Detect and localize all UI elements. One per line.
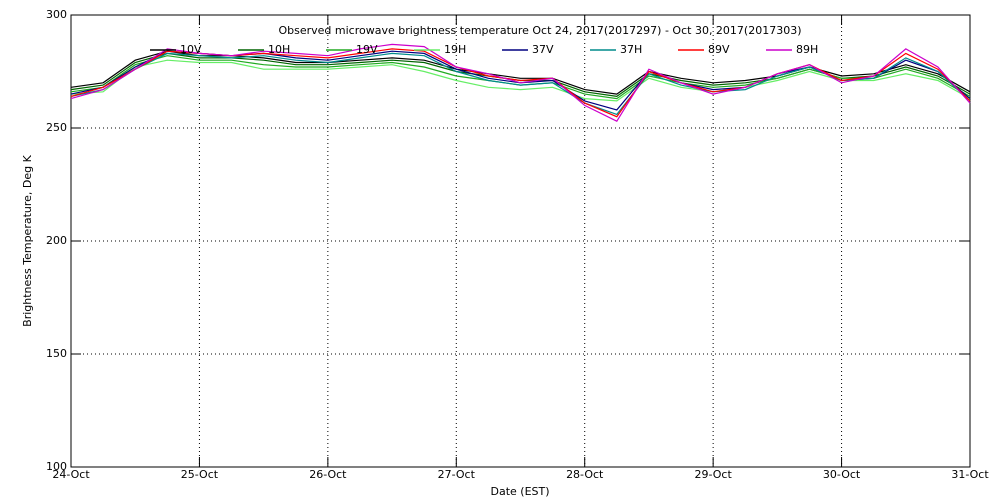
x-tick-label: 31-Oct	[951, 468, 989, 481]
y-tick-label: 100	[46, 460, 67, 473]
legend-label: 19H	[444, 43, 466, 56]
y-axis-label: Brightness Temperature, Deg K	[21, 154, 34, 326]
x-tick-label: 25-Oct	[181, 468, 219, 481]
series-line	[70, 52, 971, 116]
x-tick-label: 28-Oct	[566, 468, 604, 481]
legend-label: 89H	[796, 43, 818, 56]
series-line	[70, 59, 971, 102]
x-tick-label: 29-Oct	[694, 468, 732, 481]
legend-label: 89V	[708, 43, 730, 56]
x-tick-label: 27-Oct	[438, 468, 476, 481]
legend-label: 10V	[180, 43, 202, 56]
y-tick-label: 250	[46, 121, 67, 134]
x-axis-label: Date (EST)	[490, 485, 549, 498]
chart-title: Observed microwave brightness temperatur…	[278, 24, 801, 37]
series-line	[70, 43, 971, 122]
y-tick-label: 150	[46, 347, 67, 360]
x-tick-label: 26-Oct	[309, 468, 347, 481]
y-tick-label: 200	[46, 234, 67, 247]
legend-label: 10H	[268, 43, 290, 56]
legend-label: 19V	[356, 43, 378, 56]
x-tick-label: 30-Oct	[823, 468, 861, 481]
legend-label: 37V	[532, 43, 554, 56]
x-tick-label: 24-Oct	[52, 468, 90, 481]
y-tick-label: 300	[46, 8, 67, 21]
legend-label: 37H	[620, 43, 642, 56]
